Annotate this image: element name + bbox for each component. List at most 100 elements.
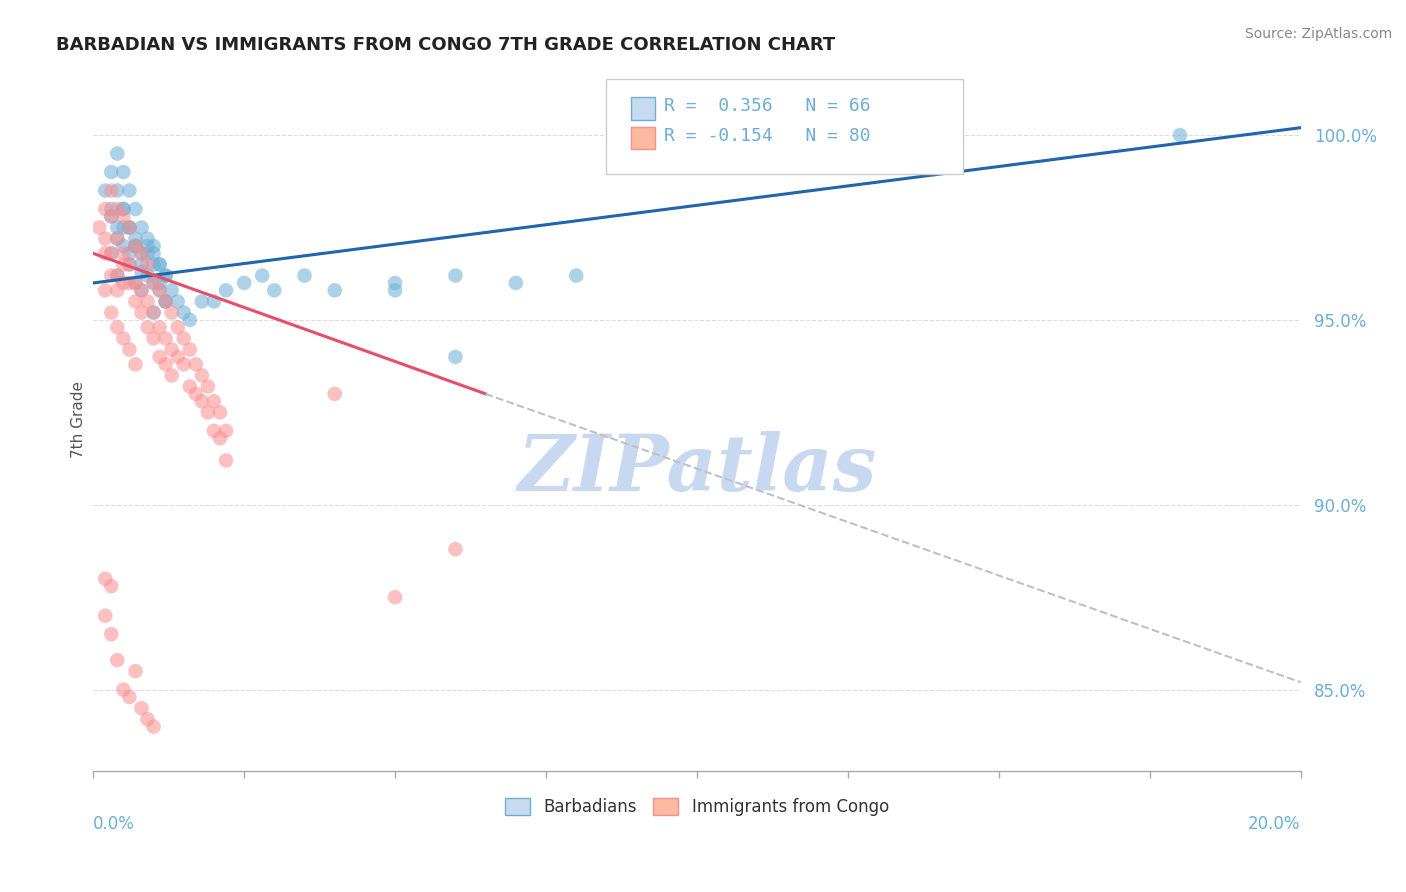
Point	[166, 294, 188, 309]
Point	[105, 220, 128, 235]
Text: R =  0.356   N = 66: R = 0.356 N = 66	[665, 96, 870, 114]
Point	[215, 284, 238, 298]
Point	[131, 701, 153, 715]
Point	[112, 258, 135, 272]
Point	[118, 220, 141, 235]
Legend: Barbadians, Immigrants from Congo: Barbadians, Immigrants from Congo	[498, 791, 896, 822]
Point	[124, 231, 146, 245]
Point	[118, 246, 141, 260]
Point	[112, 220, 135, 235]
Point	[191, 294, 214, 309]
Point	[136, 712, 159, 726]
Point	[124, 239, 146, 253]
Text: 0.0%: 0.0%	[93, 815, 135, 833]
Point	[105, 268, 128, 283]
Point	[142, 239, 165, 253]
Point	[89, 220, 111, 235]
Point	[173, 331, 195, 345]
Point	[444, 268, 467, 283]
Point	[505, 276, 527, 290]
Point	[118, 220, 141, 235]
Point	[112, 331, 135, 345]
Point	[105, 231, 128, 245]
Point	[118, 220, 141, 235]
Point	[105, 146, 128, 161]
Point	[184, 387, 207, 401]
Point	[94, 572, 117, 586]
Point	[565, 268, 588, 283]
Point	[136, 239, 159, 253]
Point	[100, 627, 122, 641]
Point	[118, 258, 141, 272]
Point	[136, 320, 159, 334]
Point	[444, 542, 467, 557]
Point	[100, 246, 122, 260]
Point	[179, 313, 201, 327]
Point	[142, 258, 165, 272]
Point	[131, 246, 153, 260]
Point	[149, 258, 172, 272]
Point	[384, 591, 406, 605]
Text: 20.0%: 20.0%	[1249, 815, 1301, 833]
Point	[136, 268, 159, 283]
Point	[294, 268, 316, 283]
Point	[191, 368, 214, 383]
Point	[184, 357, 207, 371]
Point	[155, 357, 177, 371]
Point	[142, 305, 165, 319]
Point	[155, 294, 177, 309]
Point	[112, 202, 135, 216]
Point	[136, 258, 159, 272]
Point	[100, 184, 122, 198]
Point	[112, 239, 135, 253]
Point	[208, 405, 231, 419]
Point	[323, 284, 346, 298]
Point	[100, 165, 122, 179]
Point	[124, 239, 146, 253]
Point	[252, 268, 274, 283]
Point	[202, 294, 225, 309]
Point	[323, 387, 346, 401]
Text: BARBADIAN VS IMMIGRANTS FROM CONGO 7TH GRADE CORRELATION CHART: BARBADIAN VS IMMIGRANTS FROM CONGO 7TH G…	[56, 36, 835, 54]
FancyBboxPatch shape	[630, 127, 655, 149]
Point	[105, 320, 128, 334]
Point	[142, 246, 165, 260]
Point	[124, 276, 146, 290]
Point	[105, 202, 128, 216]
Point	[131, 284, 153, 298]
Point	[100, 268, 122, 283]
FancyBboxPatch shape	[630, 97, 655, 120]
Point	[215, 424, 238, 438]
Point	[155, 268, 177, 283]
FancyBboxPatch shape	[606, 79, 963, 174]
Point	[202, 394, 225, 409]
Point	[105, 653, 128, 667]
Point	[94, 284, 117, 298]
Point	[100, 210, 122, 224]
Point	[112, 246, 135, 260]
Point	[131, 265, 153, 279]
Point	[149, 284, 172, 298]
Point	[105, 184, 128, 198]
Point	[100, 579, 122, 593]
Point	[155, 331, 177, 345]
Point	[124, 202, 146, 216]
Point	[94, 608, 117, 623]
Point	[112, 210, 135, 224]
Text: ZIPatlas: ZIPatlas	[517, 431, 877, 508]
Point	[142, 305, 165, 319]
Point	[131, 284, 153, 298]
Point	[100, 202, 122, 216]
Point	[136, 246, 159, 260]
Point	[142, 331, 165, 345]
Point	[124, 664, 146, 678]
Point	[155, 294, 177, 309]
Point	[149, 320, 172, 334]
Point	[131, 246, 153, 260]
Point	[160, 284, 183, 298]
Point	[118, 258, 141, 272]
Point	[191, 394, 214, 409]
Point	[124, 276, 146, 290]
Point	[142, 720, 165, 734]
Point	[136, 231, 159, 245]
